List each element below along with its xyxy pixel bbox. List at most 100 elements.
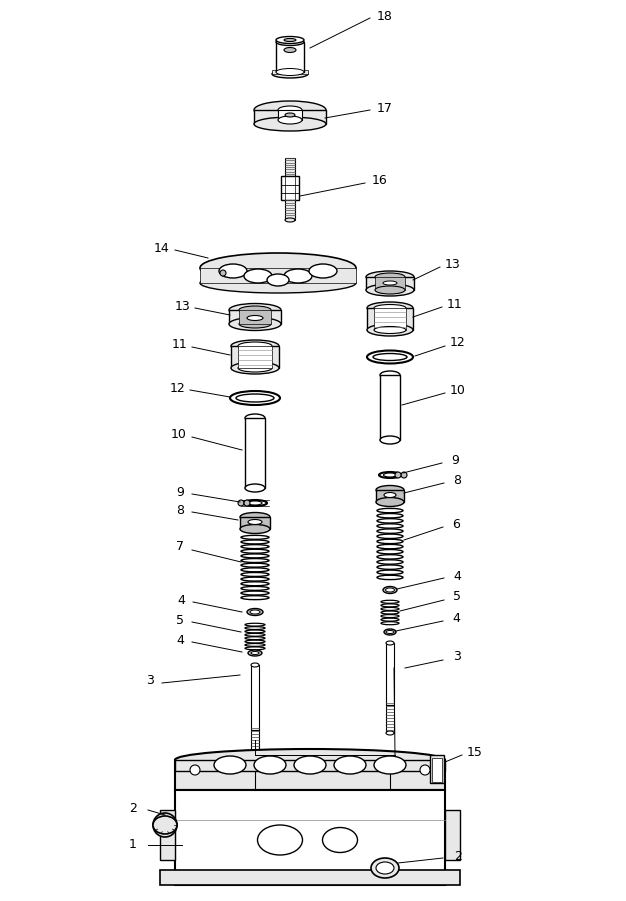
Text: 4: 4 <box>453 569 461 583</box>
Ellipse shape <box>374 326 406 333</box>
Ellipse shape <box>244 269 272 283</box>
Ellipse shape <box>276 39 304 45</box>
Bar <box>432 758 442 782</box>
Ellipse shape <box>386 631 394 633</box>
Ellipse shape <box>230 391 280 405</box>
Bar <box>367 308 413 330</box>
Text: 12: 12 <box>170 381 186 395</box>
Ellipse shape <box>250 610 260 614</box>
Bar <box>376 490 404 502</box>
Ellipse shape <box>367 302 413 314</box>
Ellipse shape <box>371 858 399 878</box>
Ellipse shape <box>257 825 302 855</box>
Circle shape <box>244 500 250 506</box>
Ellipse shape <box>322 827 357 852</box>
Text: 12: 12 <box>450 336 466 350</box>
Ellipse shape <box>254 756 286 774</box>
Bar <box>285 158 295 176</box>
Bar <box>175 760 445 771</box>
Text: 13: 13 <box>445 258 461 270</box>
Text: 4: 4 <box>176 633 184 647</box>
Text: 5: 5 <box>176 614 184 626</box>
Ellipse shape <box>231 362 279 374</box>
Ellipse shape <box>245 484 265 492</box>
Circle shape <box>401 472 407 478</box>
Text: 7: 7 <box>176 541 184 553</box>
Bar <box>374 308 406 330</box>
Bar <box>245 418 265 488</box>
Ellipse shape <box>384 473 396 477</box>
Ellipse shape <box>276 68 304 76</box>
Bar <box>254 110 326 124</box>
Ellipse shape <box>386 588 394 592</box>
Text: 8: 8 <box>176 504 184 516</box>
Ellipse shape <box>366 271 414 283</box>
Ellipse shape <box>334 756 366 774</box>
Ellipse shape <box>238 342 272 350</box>
Ellipse shape <box>240 524 270 533</box>
Bar <box>200 268 356 283</box>
Ellipse shape <box>236 394 274 402</box>
Bar <box>386 705 394 733</box>
Ellipse shape <box>367 324 413 336</box>
Ellipse shape <box>380 436 400 444</box>
Ellipse shape <box>376 862 394 874</box>
Ellipse shape <box>254 117 326 131</box>
Text: 4: 4 <box>452 612 460 624</box>
Ellipse shape <box>239 306 271 314</box>
Ellipse shape <box>383 281 397 285</box>
Bar <box>278 110 302 120</box>
Ellipse shape <box>200 273 356 293</box>
Text: 1: 1 <box>129 839 137 851</box>
Ellipse shape <box>386 731 394 735</box>
Ellipse shape <box>248 650 262 656</box>
Ellipse shape <box>247 608 263 615</box>
Ellipse shape <box>278 106 302 114</box>
Text: 4: 4 <box>177 594 185 606</box>
Circle shape <box>220 270 226 276</box>
Ellipse shape <box>247 315 263 321</box>
Bar <box>366 277 414 290</box>
Ellipse shape <box>375 286 405 294</box>
Ellipse shape <box>284 269 312 283</box>
Ellipse shape <box>284 48 296 52</box>
Text: 3: 3 <box>453 651 461 663</box>
Text: 2: 2 <box>129 802 137 815</box>
Bar <box>445 810 460 860</box>
Ellipse shape <box>272 70 308 78</box>
Ellipse shape <box>200 253 356 283</box>
Circle shape <box>153 813 177 837</box>
Text: 11: 11 <box>447 297 463 311</box>
Ellipse shape <box>309 264 337 278</box>
Bar <box>239 310 271 324</box>
Ellipse shape <box>285 218 295 222</box>
Bar <box>240 517 270 529</box>
Circle shape <box>395 472 401 478</box>
Ellipse shape <box>379 472 401 478</box>
Ellipse shape <box>267 274 289 286</box>
Text: 2: 2 <box>454 850 462 862</box>
Circle shape <box>420 765 430 775</box>
Text: 15: 15 <box>467 745 483 759</box>
Ellipse shape <box>239 320 271 328</box>
Text: 10: 10 <box>171 427 187 441</box>
Text: 18: 18 <box>377 11 393 23</box>
Bar <box>430 755 444 783</box>
Text: 6: 6 <box>452 517 460 531</box>
Text: 11: 11 <box>172 339 188 351</box>
Ellipse shape <box>175 749 445 771</box>
Ellipse shape <box>251 651 259 654</box>
Text: 10: 10 <box>450 384 466 396</box>
Ellipse shape <box>376 486 404 495</box>
Ellipse shape <box>243 500 267 506</box>
Ellipse shape <box>251 758 259 762</box>
Bar <box>285 200 295 220</box>
Bar <box>272 70 308 74</box>
Ellipse shape <box>153 816 177 834</box>
Bar <box>251 665 259 730</box>
Ellipse shape <box>254 101 326 119</box>
Ellipse shape <box>278 116 302 124</box>
Text: 9: 9 <box>176 486 184 498</box>
Ellipse shape <box>219 264 247 278</box>
Text: 14: 14 <box>154 241 170 254</box>
